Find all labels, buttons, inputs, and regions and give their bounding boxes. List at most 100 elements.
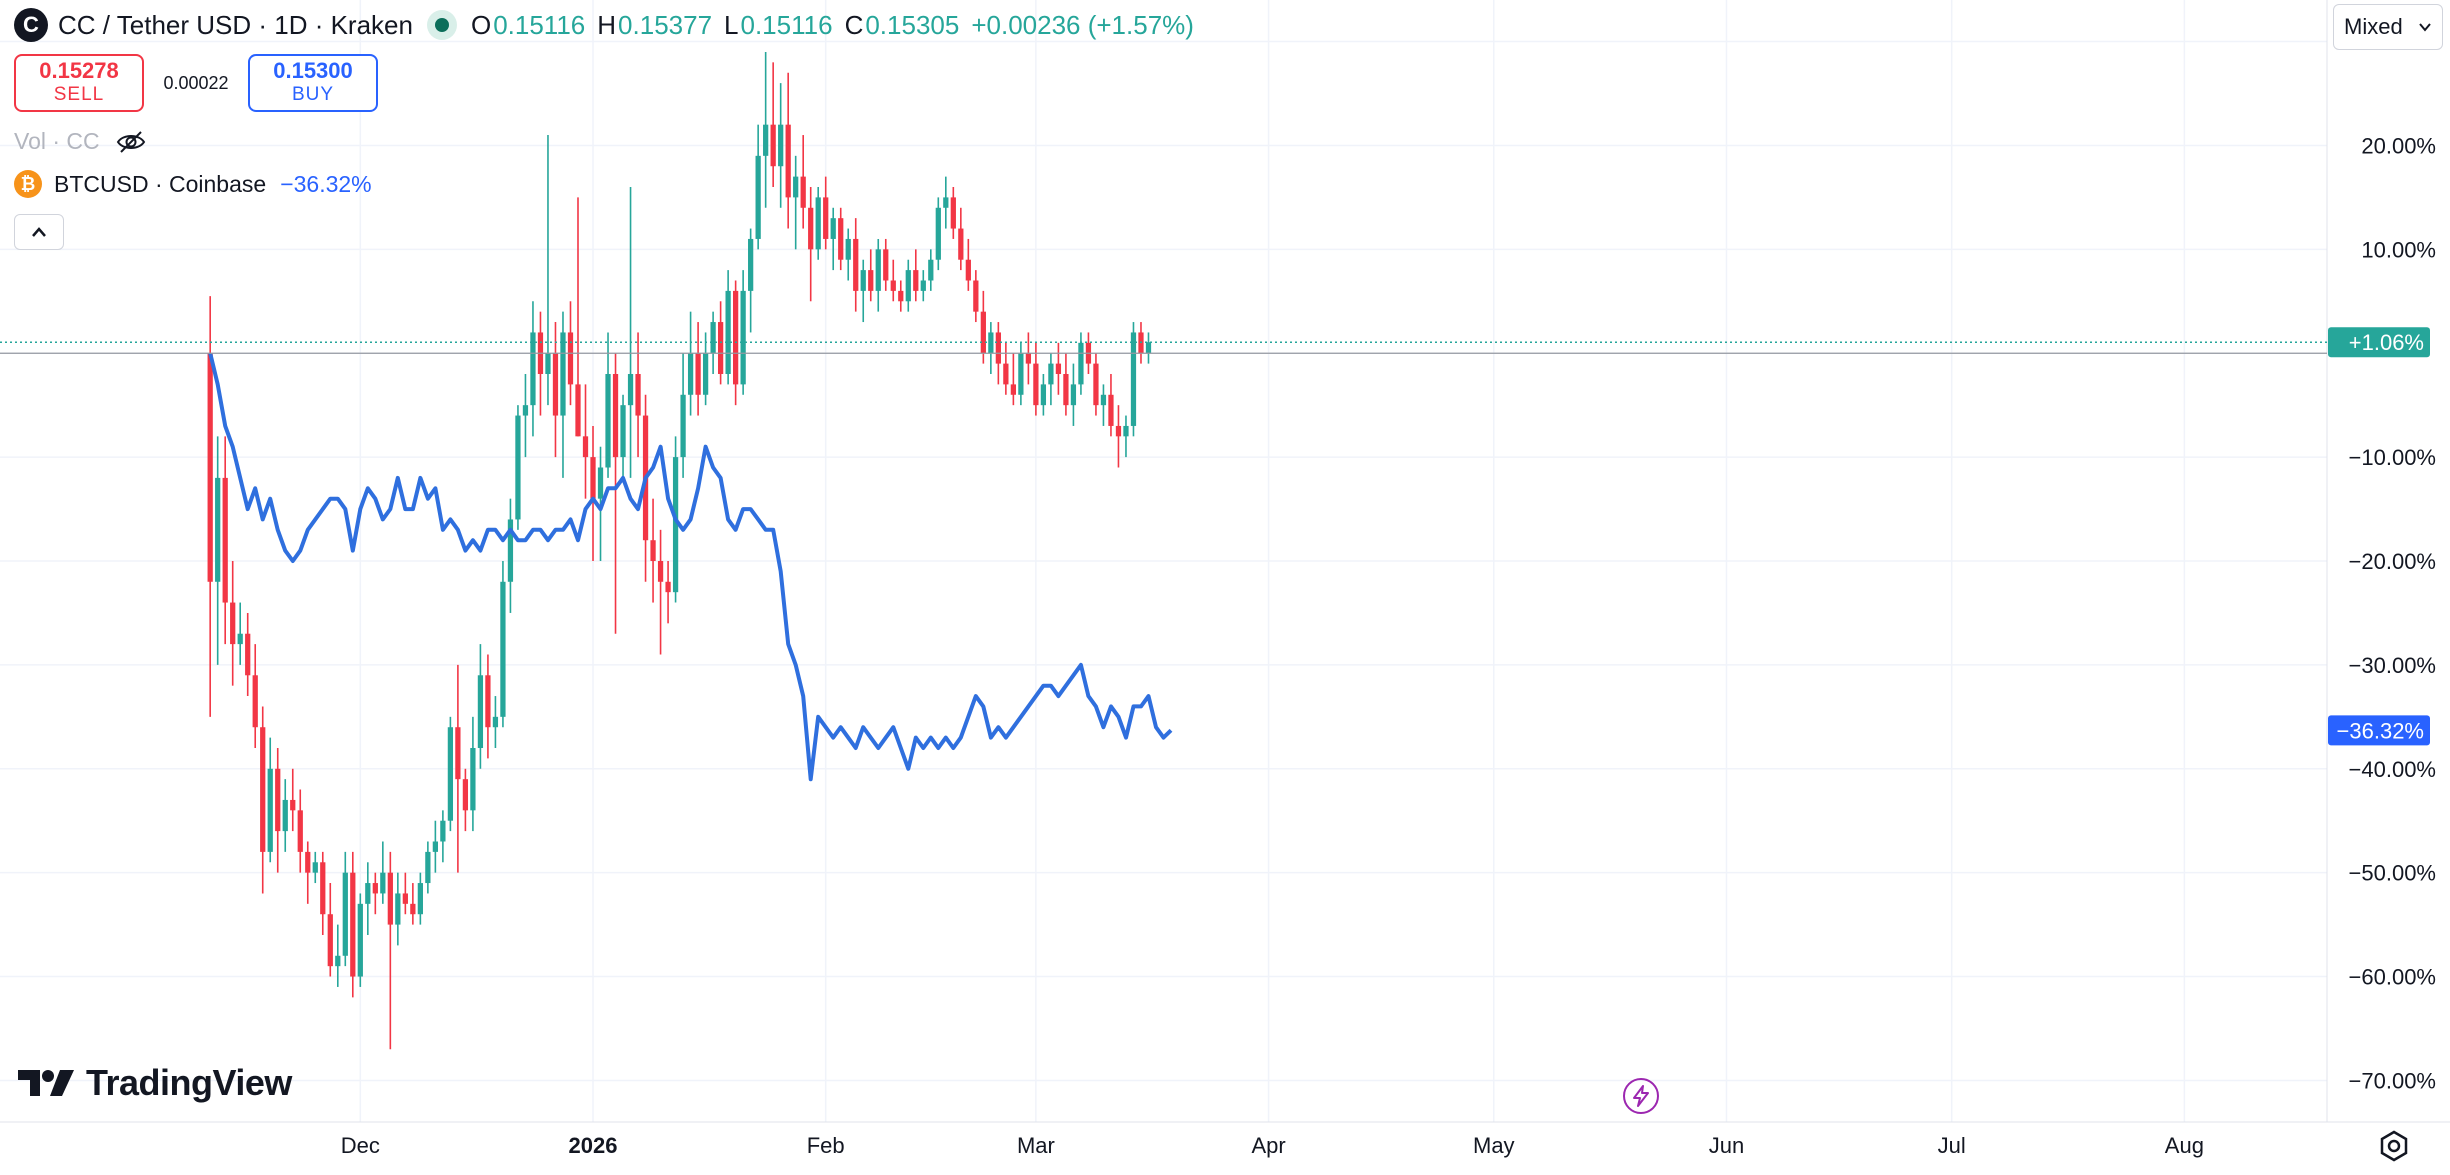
candle-body <box>1025 353 1032 364</box>
candle-body <box>635 374 641 416</box>
candle-body <box>567 332 574 385</box>
candle-body <box>755 155 761 239</box>
candle-body <box>455 727 461 780</box>
candle-body <box>943 197 949 208</box>
candle-body <box>1003 363 1009 385</box>
candles-series <box>207 51 1152 1050</box>
candle-body <box>372 883 378 894</box>
symbol-title[interactable]: CC / Tether USD · 1D · Kraken <box>58 9 413 40</box>
compare-legend[interactable]: ₿ BTCUSD · Coinbase −36.32% <box>14 170 372 198</box>
time-axis-tick-label: May <box>1473 1133 1515 1158</box>
candle-body <box>590 457 596 499</box>
candle-body <box>890 280 896 291</box>
candle-body <box>357 903 363 977</box>
price-axis-tick-label: −40.00% <box>2349 757 2436 782</box>
candle-body <box>770 124 776 167</box>
settings-icon[interactable] <box>2376 1128 2412 1164</box>
time-axis-tick-label: Aug <box>2165 1133 2204 1158</box>
time-axis-tick-label: Mar <box>1017 1133 1055 1158</box>
candle-body <box>1040 384 1047 406</box>
candle-body <box>980 311 986 354</box>
candle-body <box>605 374 611 468</box>
eye-slash-icon[interactable] <box>116 130 146 154</box>
candle-body <box>320 862 326 915</box>
market-status-icon[interactable] <box>426 10 457 40</box>
price-axis-tick-label: −10.00% <box>2349 445 2436 470</box>
candle-body <box>327 914 333 967</box>
candle-body <box>823 197 829 239</box>
candle-body <box>312 862 318 873</box>
spread-value: 0.00022 <box>163 72 229 93</box>
candle-body <box>485 675 491 728</box>
lightning-icon[interactable] <box>1623 1078 1659 1114</box>
price-axis-tick-label: −50.00% <box>2349 861 2436 886</box>
tradingview-logo-icon <box>18 1070 74 1096</box>
candle-body <box>1018 353 1024 395</box>
sell-label: SELL <box>53 84 105 105</box>
axis-value-labels: +1.06% −36.32% <box>2328 327 2430 746</box>
candle-body <box>838 218 844 260</box>
compare-series <box>208 352 1173 782</box>
candle-body <box>853 238 859 291</box>
candle-body <box>365 883 371 904</box>
candle-body <box>860 270 866 291</box>
candle-body <box>230 602 236 645</box>
candle-body <box>1010 384 1016 395</box>
volume-indicator[interactable]: Vol · CC <box>14 128 146 155</box>
sell-price: 0.15278 <box>39 58 119 83</box>
price-axis-tick-label: 10.00% <box>2361 237 2436 262</box>
chart-grid <box>0 0 2327 1122</box>
candle-body <box>560 332 566 416</box>
candle-body <box>477 675 484 748</box>
candle-body <box>913 270 919 291</box>
candle-body <box>898 290 904 302</box>
symbol-legend[interactable]: C CC / Tether USD · 1D · Kraken O 0.1511… <box>14 8 1194 42</box>
trade-panel: 0.15278 SELL 0.00022 0.15300 BUY <box>14 54 378 112</box>
collapse-legend-button[interactable] <box>14 214 64 250</box>
candle-body <box>830 218 836 239</box>
candle-body <box>845 238 851 260</box>
candle-body <box>1078 342 1084 385</box>
candle-body <box>395 893 401 925</box>
candle-body <box>470 748 476 811</box>
candle-body <box>995 332 1001 364</box>
candle-body <box>1070 384 1077 406</box>
candle-body <box>207 353 213 582</box>
volume-label: Vol · CC <box>14 128 100 154</box>
candle-body <box>522 405 529 416</box>
candle-body <box>1093 363 1099 406</box>
compare-value-label-bg <box>2328 715 2430 746</box>
candle-body <box>410 903 416 915</box>
time-axis-tick-label: Jun <box>1709 1133 1744 1158</box>
buy-button[interactable]: 0.15300 BUY <box>248 54 378 112</box>
candle-body <box>965 259 971 281</box>
ohlc-open-key: O <box>470 9 492 40</box>
candle-body <box>545 353 551 374</box>
scale-mode-value: Mixed <box>2344 14 2403 39</box>
candle-body <box>657 561 664 582</box>
candle-body <box>507 519 514 582</box>
scale-mode-select[interactable]: Mixed <box>2333 4 2443 50</box>
candle-body <box>500 581 506 717</box>
time-axis-tick-label: Jul <box>1938 1133 1966 1158</box>
candle-body <box>342 872 348 956</box>
buy-price: 0.15300 <box>273 58 353 83</box>
candle-body <box>1130 332 1137 426</box>
candle-body <box>793 176 799 198</box>
bitcoin-icon: ₿ <box>14 170 42 198</box>
watermark-text: TradingView <box>86 1062 292 1103</box>
ohlc-close-key: C <box>844 9 864 40</box>
price-axis-tick-label: −30.00% <box>2349 653 2436 678</box>
candle-body <box>447 727 454 821</box>
candle-body <box>785 124 791 198</box>
candle-body <box>275 768 281 832</box>
symbol-logo-icon: C <box>14 8 48 42</box>
ohlc-high-key: H <box>597 9 617 40</box>
candle-body <box>1048 363 1054 385</box>
candle-body <box>1123 425 1129 437</box>
sell-button[interactable]: 0.15278 SELL <box>14 54 144 112</box>
tradingview-watermark[interactable]: TradingView <box>18 1062 292 1104</box>
time-axis-tick-label: Dec <box>341 1133 380 1158</box>
current-price-label-bg <box>2328 327 2430 358</box>
